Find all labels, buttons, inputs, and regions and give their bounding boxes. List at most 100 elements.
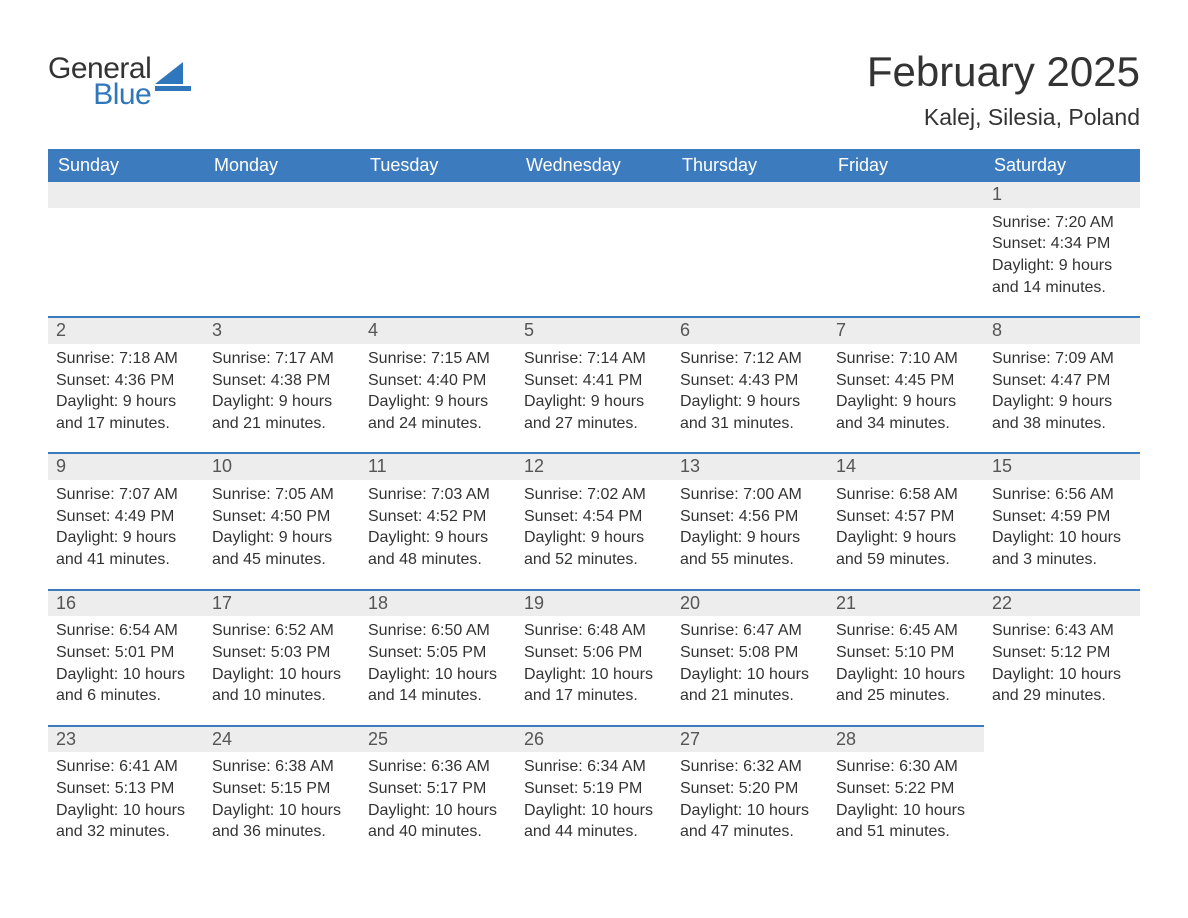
- sunrise-line: Sunrise: 7:17 AM: [212, 348, 352, 370]
- sunrise-value: 7:18 AM: [119, 350, 178, 367]
- day-number: 19: [516, 589, 672, 617]
- daylight-value1: 10 hours: [435, 666, 497, 683]
- day-header: Wednesday: [516, 149, 672, 182]
- day-detail: Sunrise: 7:17 AMSunset: 4:38 PMDaylight:…: [204, 344, 360, 434]
- day-number: 14: [828, 452, 984, 480]
- day-number: 13: [672, 452, 828, 480]
- sunset-value: 4:49 PM: [115, 508, 175, 525]
- day-number: 25: [360, 725, 516, 753]
- day-detail: Sunrise: 6:58 AMSunset: 4:57 PMDaylight:…: [828, 480, 984, 570]
- day-detail: Sunrise: 6:41 AMSunset: 5:13 PMDaylight:…: [48, 752, 204, 842]
- sunrise-line: Sunrise: 7:05 AM: [212, 484, 352, 506]
- day-detail: Sunrise: 7:18 AMSunset: 4:36 PMDaylight:…: [48, 344, 204, 434]
- sunrise-line: Sunrise: 7:20 AM: [992, 212, 1132, 234]
- daylight-line2: and 3 minutes.: [992, 549, 1132, 571]
- sunrise-line: Sunrise: 6:30 AM: [836, 756, 976, 778]
- daylight-line1: Daylight: 9 hours: [524, 527, 664, 549]
- daylight-value1: 9 hours: [279, 529, 332, 546]
- sunrise-line: Sunrise: 6:50 AM: [368, 620, 508, 642]
- sunset-line: Sunset: 4:40 PM: [368, 370, 508, 392]
- sunset-value: 5:13 PM: [115, 780, 175, 797]
- daylight-line2: and 47 minutes.: [680, 821, 820, 843]
- sunset-value: 5:10 PM: [895, 644, 955, 661]
- day-detail: Sunrise: 7:12 AMSunset: 4:43 PMDaylight:…: [672, 344, 828, 434]
- sunset-value: 4:43 PM: [739, 372, 799, 389]
- daylight-value1: 10 hours: [1059, 529, 1121, 546]
- sunset-line: Sunset: 5:20 PM: [680, 778, 820, 800]
- day-number: 23: [48, 725, 204, 753]
- sunrise-value: 6:41 AM: [119, 758, 178, 775]
- day-cell: 6Sunrise: 7:12 AMSunset: 4:43 PMDaylight…: [672, 316, 828, 452]
- daylight-value1: 10 hours: [591, 666, 653, 683]
- daylight-line2: and 41 minutes.: [56, 549, 196, 571]
- sunrise-line: Sunrise: 6:36 AM: [368, 756, 508, 778]
- day-cell: 18Sunrise: 6:50 AMSunset: 5:05 PMDayligh…: [360, 589, 516, 725]
- sunrise-line: Sunrise: 7:15 AM: [368, 348, 508, 370]
- sunset-value: 4:45 PM: [895, 372, 955, 389]
- day-cell: 25Sunrise: 6:36 AMSunset: 5:17 PMDayligh…: [360, 725, 516, 861]
- sunrise-value: 7:17 AM: [275, 350, 334, 367]
- day-header: Friday: [828, 149, 984, 182]
- week-row: 23Sunrise: 6:41 AMSunset: 5:13 PMDayligh…: [48, 725, 1140, 861]
- sunset-line: Sunset: 4:38 PM: [212, 370, 352, 392]
- daylight-value1: 9 hours: [591, 529, 644, 546]
- daylight-line1: Daylight: 9 hours: [212, 527, 352, 549]
- day-detail: Sunrise: 7:14 AMSunset: 4:41 PMDaylight:…: [516, 344, 672, 434]
- daylight-line2: and 52 minutes.: [524, 549, 664, 571]
- day-number: 8: [984, 316, 1140, 344]
- sunset-line: Sunset: 5:13 PM: [56, 778, 196, 800]
- daylight-line2: and 14 minutes.: [368, 685, 508, 707]
- day-detail: Sunrise: 6:45 AMSunset: 5:10 PMDaylight:…: [828, 616, 984, 706]
- calendar-table: Sunday Monday Tuesday Wednesday Thursday…: [48, 149, 1140, 861]
- daylight-line2: and 31 minutes.: [680, 413, 820, 435]
- day-number: 5: [516, 316, 672, 344]
- day-number: 10: [204, 452, 360, 480]
- sunrise-line: Sunrise: 6:47 AM: [680, 620, 820, 642]
- day-number: 1: [984, 182, 1140, 208]
- sunrise-value: 6:54 AM: [119, 622, 178, 639]
- day-cell: 5Sunrise: 7:14 AMSunset: 4:41 PMDaylight…: [516, 316, 672, 452]
- sunrise-value: 7:14 AM: [587, 350, 646, 367]
- sunset-line: Sunset: 4:34 PM: [992, 233, 1132, 255]
- daylight-line2: and 17 minutes.: [524, 685, 664, 707]
- daylight-line2: and 44 minutes.: [524, 821, 664, 843]
- daylight-line2: and 21 minutes.: [212, 413, 352, 435]
- daylight-line1: Daylight: 10 hours: [836, 664, 976, 686]
- sunrise-line: Sunrise: 6:45 AM: [836, 620, 976, 642]
- day-header-row: Sunday Monday Tuesday Wednesday Thursday…: [48, 149, 1140, 182]
- day-number: 15: [984, 452, 1140, 480]
- daylight-line2: and 55 minutes.: [680, 549, 820, 571]
- sunset-line: Sunset: 4:45 PM: [836, 370, 976, 392]
- logo-text-stack: General Blue: [48, 56, 151, 107]
- day-detail: Sunrise: 6:50 AMSunset: 5:05 PMDaylight:…: [360, 616, 516, 706]
- daylight-value1: 9 hours: [123, 393, 176, 410]
- day-number: 7: [828, 316, 984, 344]
- sunrise-value: 7:15 AM: [431, 350, 490, 367]
- day-cell: [828, 182, 984, 316]
- sunset-value: 4:36 PM: [115, 372, 175, 389]
- daylight-line2: and 10 minutes.: [212, 685, 352, 707]
- day-cell: 1Sunrise: 7:20 AMSunset: 4:34 PMDaylight…: [984, 182, 1140, 316]
- sunrise-value: 6:50 AM: [431, 622, 490, 639]
- sunrise-line: Sunrise: 6:34 AM: [524, 756, 664, 778]
- day-cell: 7Sunrise: 7:10 AMSunset: 4:45 PMDaylight…: [828, 316, 984, 452]
- day-cell: 23Sunrise: 6:41 AMSunset: 5:13 PMDayligh…: [48, 725, 204, 861]
- daylight-line1: Daylight: 9 hours: [836, 391, 976, 413]
- daylight-value1: 9 hours: [903, 529, 956, 546]
- daylight-value1: 10 hours: [279, 802, 341, 819]
- day-number: 4: [360, 316, 516, 344]
- sunset-line: Sunset: 4:52 PM: [368, 506, 508, 528]
- day-cell: 14Sunrise: 6:58 AMSunset: 4:57 PMDayligh…: [828, 452, 984, 588]
- day-number: 20: [672, 589, 828, 617]
- day-cell: [672, 182, 828, 316]
- day-cell: 20Sunrise: 6:47 AMSunset: 5:08 PMDayligh…: [672, 589, 828, 725]
- day-detail: Sunrise: 7:07 AMSunset: 4:49 PMDaylight:…: [48, 480, 204, 570]
- empty-day: [828, 182, 984, 208]
- sunrise-value: 6:52 AM: [275, 622, 334, 639]
- daylight-value1: 10 hours: [747, 802, 809, 819]
- daylight-line1: Daylight: 10 hours: [836, 800, 976, 822]
- sunset-value: 5:01 PM: [115, 644, 175, 661]
- sunset-line: Sunset: 5:15 PM: [212, 778, 352, 800]
- day-cell: 26Sunrise: 6:34 AMSunset: 5:19 PMDayligh…: [516, 725, 672, 861]
- sunset-line: Sunset: 4:50 PM: [212, 506, 352, 528]
